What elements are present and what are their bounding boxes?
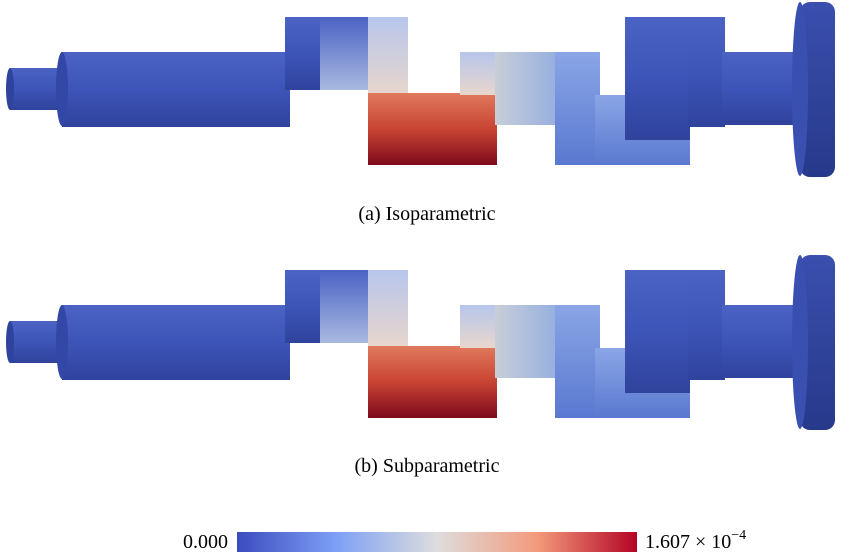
colorbar-max-exponent: −4: [731, 528, 746, 543]
colorbar-max-base: 1.607 × 10: [645, 531, 731, 553]
caption: (a) Isoparametric: [358, 203, 495, 225]
caption: (b) Subparametric: [355, 455, 500, 477]
figure: (a) Isoparametric (b) Subparametric 0.00…: [0, 0, 854, 560]
colorbar: [237, 532, 637, 552]
subparametric-render: [6, 255, 835, 430]
isoparametric-render: [6, 2, 835, 177]
colorbar-min: 0.000: [183, 531, 228, 553]
colorbar-max: 1.607 × 10−4: [645, 528, 746, 553]
